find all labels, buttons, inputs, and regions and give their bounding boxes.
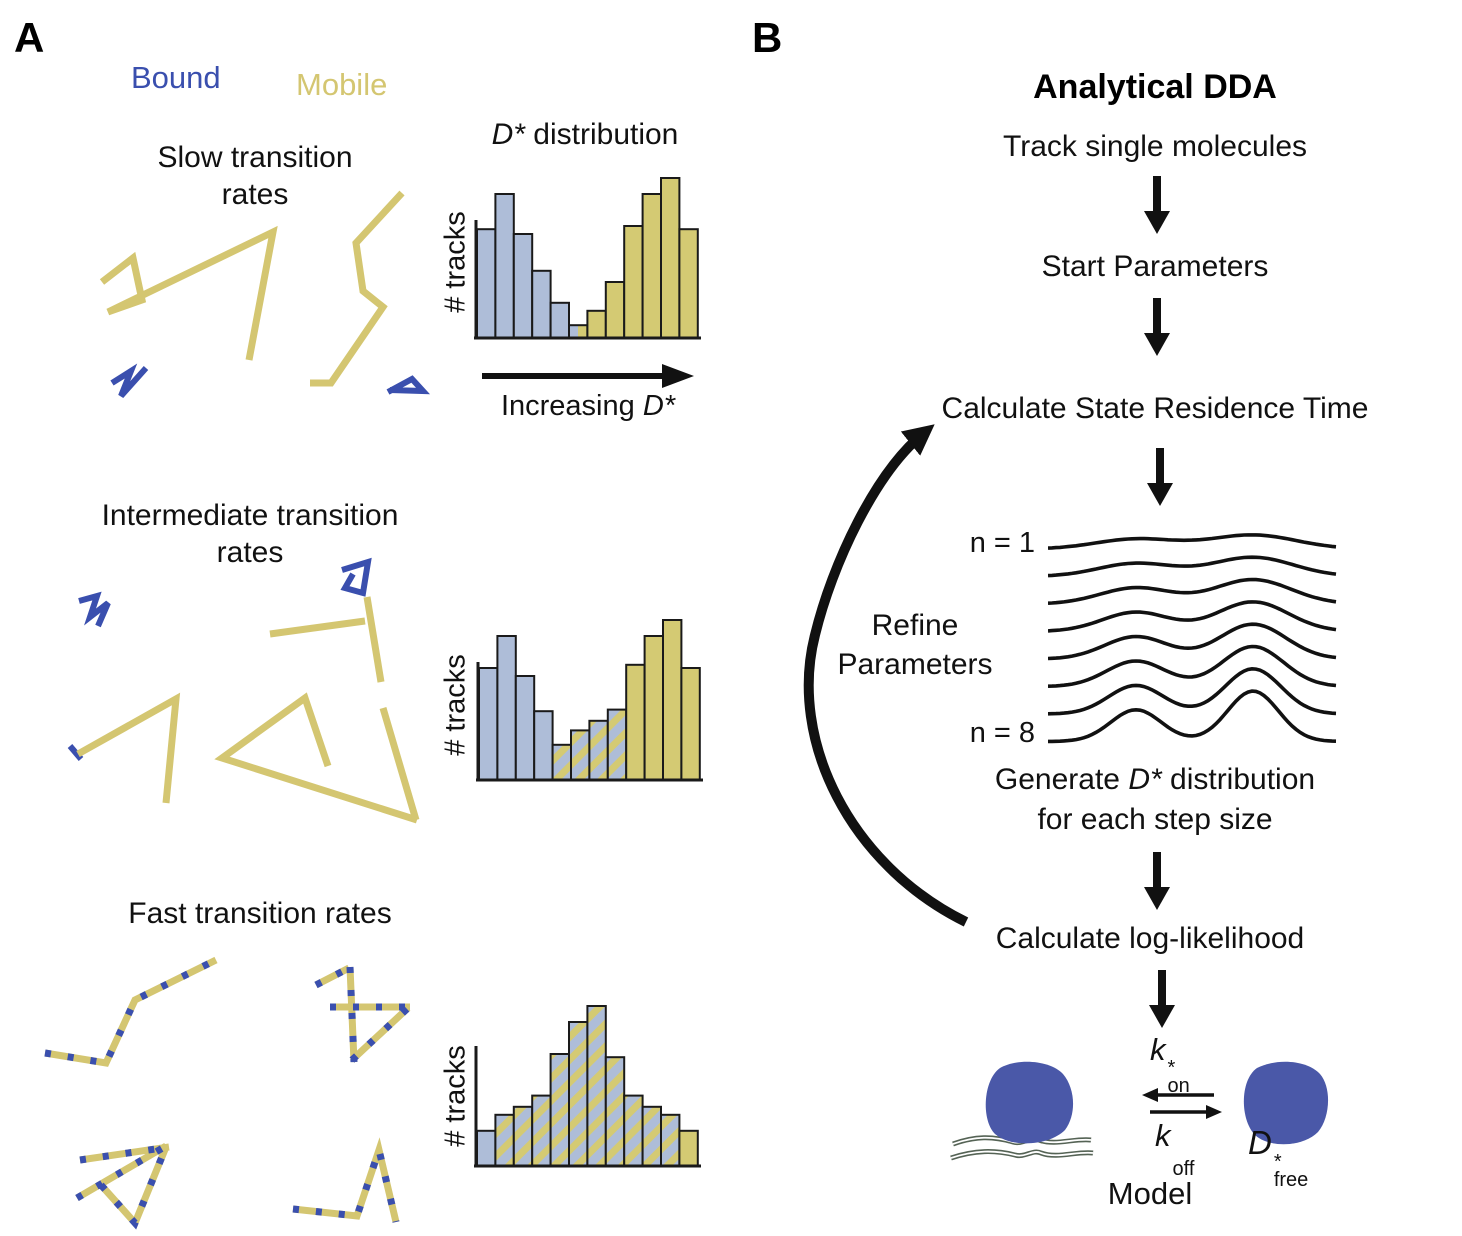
- hist-bar-slow-11: [678, 228, 699, 340]
- hist-bar-intermediate-10: [662, 619, 683, 781]
- down-arrow-icon: [1149, 970, 1175, 1028]
- increasing-dstar-label: Increasing D*: [468, 390, 708, 423]
- hist-bar-slow-9: [641, 193, 663, 339]
- free-molecule-blob: [1243, 1061, 1329, 1145]
- hist-bar-intermediate-4: [551, 743, 572, 782]
- dstar-symbol: D*: [642, 390, 676, 422]
- equilibrium-arrows-icon: [1142, 1088, 1222, 1119]
- step-residence-time: Calculate State Residence Time: [941, 392, 1369, 425]
- dstar-symbol: D*: [491, 118, 525, 151]
- hist-bar-fast-9: [641, 1105, 663, 1168]
- dstar-curve-n1: [1048, 533, 1337, 550]
- dfree-label: D * free: [1248, 1124, 1309, 1191]
- hist-bar-intermediate-2: [514, 675, 536, 781]
- histogram-intermediate: [476, 619, 703, 782]
- hist-bar-fast-5: [568, 1021, 589, 1167]
- intermediate-tracks: [67, 557, 420, 824]
- generate-line1: Generate D* distribution: [994, 763, 1316, 796]
- down-arrow-icon: [1144, 176, 1170, 234]
- intermediate-section-title: Intermediate transition rates: [101, 499, 399, 569]
- histogram-fast: [474, 1005, 701, 1168]
- dstar-curve-n6: [1048, 644, 1337, 688]
- histogram-slow: [474, 177, 701, 340]
- n1-label: n = 1: [969, 527, 1035, 559]
- hist-bar-fast-7: [604, 1056, 626, 1168]
- hist-bar-intermediate-3: [533, 710, 554, 781]
- slow-tracks: [99, 190, 431, 398]
- hist-bar-slow-6: [586, 309, 607, 340]
- hist-bar-slow-3: [531, 269, 552, 339]
- hist-bar-slow-8: [623, 225, 644, 339]
- hist-bar-fast-10: [660, 1113, 681, 1168]
- hist-bar-slow-10: [660, 177, 681, 339]
- hist-bar-fast-3: [531, 1094, 552, 1167]
- hist-bar-fast-4: [549, 1053, 570, 1167]
- slow-section-title: Slow transition rates: [157, 141, 353, 211]
- generate-line2: for each step size: [1037, 802, 1273, 836]
- step-start-parameters: Start Parameters: [1041, 250, 1269, 283]
- hist-bar-slow-2: [512, 233, 534, 339]
- ylabel-tracks-intermediate: # tracks: [439, 654, 472, 756]
- hist-bar-intermediate-8: [625, 663, 646, 781]
- dstar-curve-n5: [1048, 622, 1337, 661]
- hist-bar-fast-2: [512, 1105, 534, 1168]
- hist-bar-intermediate-6: [588, 719, 609, 782]
- increasing-word: Increasing: [500, 390, 643, 422]
- generate-distribution-label: Generate D* distribution for each step s…: [955, 760, 1355, 840]
- hist-bar-slow-0: [476, 228, 497, 340]
- step-track-molecules: Track single molecules: [1003, 130, 1307, 163]
- koff-label: k off: [1155, 1118, 1195, 1180]
- hist-bar-intermediate-0: [478, 667, 499, 781]
- hist-bar-intermediate-7: [606, 708, 628, 781]
- step-log-likelihood: Calculate log-likelihood: [995, 922, 1305, 955]
- hist-bar-fast-0: [476, 1129, 497, 1168]
- hist-bar-slow-4: [549, 301, 570, 340]
- hist-bar-fast-6: [586, 1005, 607, 1167]
- hist-bar-intermediate-5: [570, 729, 591, 781]
- hist-bar-fast-11: [678, 1129, 699, 1168]
- analytical-dda-title: Analytical DDA: [1033, 68, 1277, 106]
- legend-bound: Bound: [131, 60, 221, 95]
- increasing-dstar-arrow: [482, 364, 694, 388]
- dstar-curve-n8: [1048, 689, 1337, 744]
- dstar-curve-n2: [1048, 555, 1337, 578]
- hist-bar-slow-7: [604, 281, 626, 339]
- down-arrow-icon: [1144, 298, 1170, 356]
- dstar-curve-n4: [1048, 600, 1337, 633]
- fast-tracks: [44, 956, 411, 1230]
- hist-bar-intermediate-1: [496, 635, 517, 781]
- distribution-word: distribution: [524, 118, 679, 151]
- model-label: Model: [1107, 1176, 1193, 1211]
- hist-bar-fast-1: [494, 1113, 515, 1168]
- hist-bar-slow-1: [494, 193, 515, 339]
- refine-loop-arrow-icon: [803, 424, 969, 927]
- kon-label: k * on: [1150, 1032, 1190, 1097]
- refine-parameters-label: Refine Parameters: [837, 609, 993, 681]
- hist-bar-intermediate-11: [680, 667, 701, 781]
- panel-a-label: A: [14, 14, 45, 61]
- step-size-distribution-curves: [1048, 533, 1337, 744]
- fast-section-title: Fast transition rates: [128, 897, 392, 930]
- dstar-distribution-title: D* distribution: [455, 118, 715, 152]
- n8-label: n = 8: [969, 717, 1035, 749]
- legend-mobile: Mobile: [296, 67, 388, 102]
- down-arrow-icon: [1144, 852, 1170, 910]
- track-drawings: [44, 190, 431, 1230]
- hist-bar-fast-8: [623, 1094, 644, 1167]
- dstar-curve-n7: [1048, 666, 1337, 716]
- bound-molecule-on-dna: [950, 1061, 1094, 1161]
- dstar-curve-n3: [1048, 577, 1337, 605]
- down-arrow-icon: [1147, 448, 1173, 506]
- panel-b-label: B: [752, 14, 783, 61]
- hist-bar-intermediate-9: [643, 635, 665, 781]
- hist-bar-slow-5: [568, 324, 589, 339]
